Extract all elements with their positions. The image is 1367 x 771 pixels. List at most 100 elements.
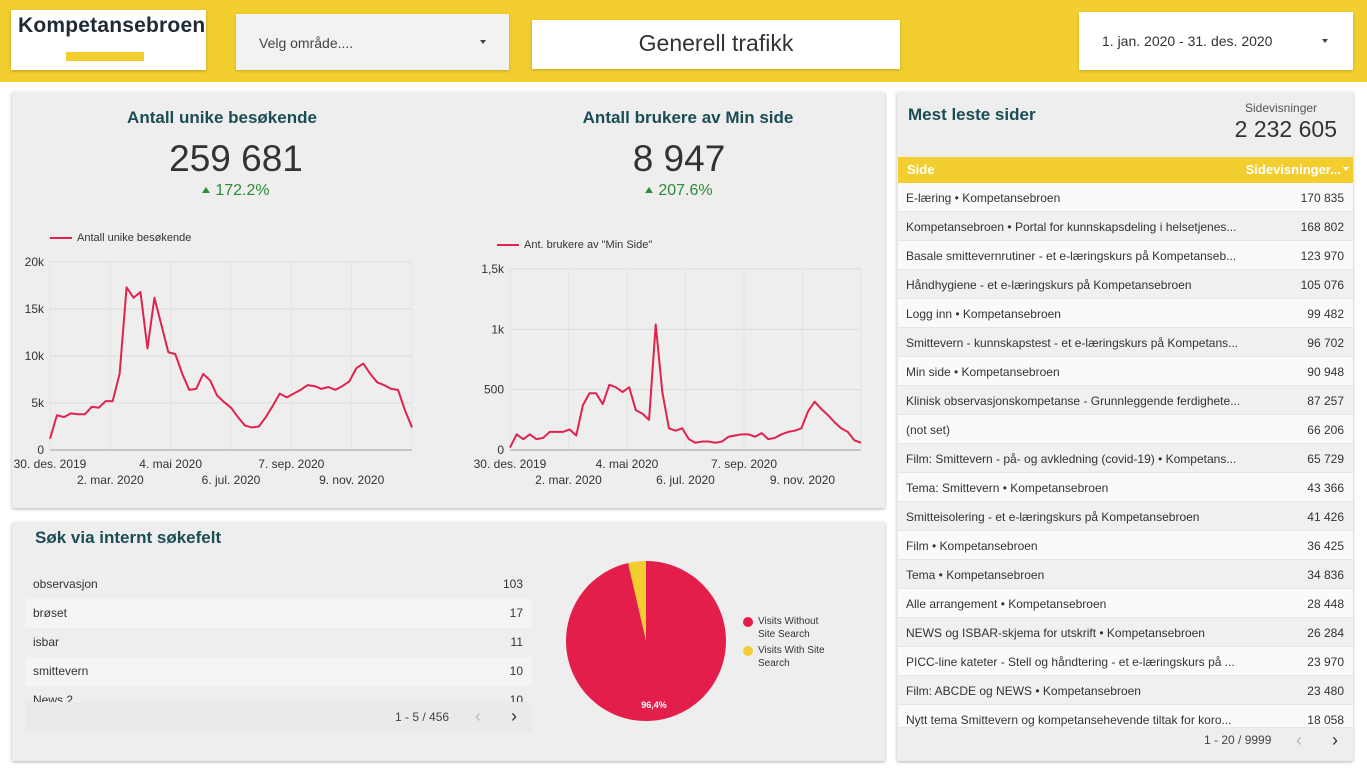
x-tick-label: 6. jul. 2020	[656, 473, 715, 487]
pie-slice[interactable]	[566, 561, 726, 721]
page-views: 43 366	[1307, 481, 1344, 495]
y-tick-label: 15k	[25, 302, 45, 316]
next-page-icon[interactable]: ›	[511, 706, 517, 726]
total-views-label: Sidevisninger	[1245, 101, 1318, 115]
logo[interactable]: Kompetansebroen	[11, 10, 206, 70]
page-name: (not set)	[906, 423, 951, 437]
search-title: Søk via internt søkefelt	[35, 528, 222, 547]
page-views: 41 426	[1307, 510, 1344, 524]
page-views: 18 058	[1307, 713, 1344, 727]
page-views: 168 802	[1300, 220, 1344, 234]
search-row[interactable]: brøset 17	[25, 599, 532, 628]
kpi-change-users-value: 207.6%	[658, 182, 713, 199]
pie-slice-label: 96,4%	[641, 700, 667, 710]
y-tick-label: 500	[484, 383, 504, 397]
y-tick-label: 0	[497, 443, 504, 457]
page-name: Kompetansebroen • Portal for kunnskapsde…	[906, 220, 1237, 234]
area-select-value: Velg område....	[259, 35, 354, 51]
chart2-legend-label: Ant. brukere av "Min Side"	[524, 239, 653, 251]
users-line-chart: 0 500 1k 1,5k 30. des. 2019 4. mai 2020 7. sep…	[474, 262, 862, 487]
table-row[interactable]: (not set) 66 206	[898, 415, 1353, 444]
table-row[interactable]: Film • Kompetansebroen 36 425	[898, 531, 1353, 560]
col-header-views-label: Sidevisninger	[1245, 162, 1331, 177]
table-row[interactable]: Nytt tema Smittevern og kompetansehevend…	[898, 705, 1353, 728]
page-name: Tema • Kompetansebroen	[906, 568, 1045, 582]
report-title-box: Generell trafikk	[532, 20, 900, 69]
table-row[interactable]: E-læring • Kompetansebroen 170 835	[898, 183, 1353, 212]
kpi-value-visitors: 259 681	[169, 138, 303, 179]
table-row[interactable]: Smittevern - kunnskapstest - et e-læring…	[898, 328, 1353, 357]
page-views: 96 702	[1307, 336, 1344, 350]
legend-line-swatch	[497, 244, 519, 247]
col-header-views[interactable]: Sidevisninger...	[1246, 162, 1349, 177]
x-tick-label: 2. mar. 2020	[535, 473, 602, 487]
site-search-pie-chart: 96,4%	[566, 561, 726, 721]
series-line	[509, 323, 862, 449]
table-row[interactable]: Smitteisolering - et e-læringskurs på Ko…	[898, 502, 1353, 531]
visitors-line-chart: 0 5k 10k 15k 20k 30. des. 2019 4. mai 2020 7. s…	[14, 255, 413, 487]
page-name: Film: ABCDE og NEWS • Kompetansebroen	[906, 684, 1141, 698]
y-tick-label: 1k	[491, 322, 505, 336]
search-row[interactable]: isbar 11	[25, 628, 532, 657]
total-views-value: 2 232 605	[1234, 116, 1337, 142]
page-views: 34 836	[1307, 568, 1344, 582]
search-row[interactable]: observasjon 103	[25, 570, 532, 599]
pages-title: Mest leste sider	[908, 105, 1036, 124]
page-name: Logg inn • Kompetansebroen	[906, 307, 1061, 321]
table-row[interactable]: Alle arrangement • Kompetansebroen 28 448	[898, 589, 1353, 618]
table-row[interactable]: Min side • Kompetansebroen 90 948	[898, 357, 1353, 386]
date-range-picker[interactable]: 1. jan. 2020 - 31. des. 2020	[1079, 12, 1353, 70]
kpi-title-visitors: Antall unike besøkende	[127, 108, 317, 127]
header-bar: Kompetansebroen Velg område.... Generell…	[0, 0, 1367, 82]
prev-page-icon[interactable]: ‹	[1296, 730, 1302, 750]
pie-slice[interactable]	[628, 561, 646, 641]
table-row[interactable]: PICC-line kateter - Stell og håndtering …	[898, 647, 1353, 676]
page-name: Basale smittevernrutiner - et e-læringsk…	[906, 249, 1237, 263]
date-range-value: 1. jan. 2020 - 31. des. 2020	[1102, 33, 1273, 49]
page-views: 170 835	[1300, 191, 1344, 205]
page-name: Smittevern - kunnskapstest - et e-læring…	[906, 336, 1239, 350]
search-count: 17	[509, 606, 523, 620]
kpi-change-users: 207.6%	[529, 182, 829, 200]
table-row[interactable]: Film: ABCDE og NEWS • Kompetansebroen 23 …	[898, 676, 1353, 705]
kpi-change-visitors-value: 172.2%	[215, 182, 270, 199]
y-tick-label: 10k	[25, 349, 45, 363]
table-row[interactable]: Tema: Smittevern • Kompetansebroen 43 366	[898, 473, 1353, 502]
page-views: 36 425	[1307, 539, 1344, 553]
page-name: Min side • Kompetansebroen	[906, 365, 1060, 379]
pie-legend-label-2a: Visits With Site	[758, 645, 825, 656]
table-row[interactable]: NEWS og ISBAR-skjema for utskrift • Komp…	[898, 618, 1353, 647]
x-tick-label: 6. jul. 2020	[202, 473, 261, 487]
page-views: 23 970	[1307, 655, 1344, 669]
page-name: Film: Smittevern - på- og avkledning (co…	[906, 452, 1237, 466]
table-row[interactable]: Tema • Kompetansebroen 34 836	[898, 560, 1353, 589]
page-name: PICC-line kateter - Stell og håndtering …	[906, 655, 1235, 669]
table-row[interactable]: Basale smittevernrutiner - et e-læringsk…	[898, 241, 1353, 270]
pie-legend-item-with: Visits With Site Search	[743, 644, 825, 670]
page-views: 23 480	[1307, 684, 1344, 698]
area-select[interactable]: Velg område....	[236, 14, 509, 70]
arrow-up-icon	[645, 187, 654, 193]
pie-legend: Visits Without Site Search Visits With S…	[743, 615, 825, 670]
y-tick-label: 0	[37, 443, 44, 457]
pie-legend-label-1b: Site Search	[758, 629, 810, 640]
page-views: 105 076	[1300, 278, 1344, 292]
sort-caret-icon	[1343, 167, 1349, 171]
search-term: isbar	[33, 635, 60, 649]
y-tick-label: 20k	[25, 255, 45, 269]
table-row[interactable]: Film: Smittevern - på- og avkledning (co…	[898, 444, 1353, 473]
table-row[interactable]: Logg inn • Kompetansebroen 99 482	[898, 299, 1353, 328]
table-row[interactable]: Håndhygiene - et e-læringskurs på Kompet…	[898, 270, 1353, 299]
arrow-up-icon	[202, 187, 211, 193]
table-row[interactable]: Klinisk observasjonskompetanse - Grunnle…	[898, 386, 1353, 415]
legend-dot-yellow	[743, 646, 753, 656]
search-count: 10	[509, 664, 523, 678]
next-page-icon[interactable]: ›	[1332, 730, 1338, 750]
page-views: 87 257	[1307, 394, 1344, 408]
report-title: Generell trafikk	[638, 30, 794, 56]
search-row[interactable]: smittevern 10	[25, 657, 532, 686]
table-row[interactable]: Kompetansebroen • Portal for kunnskapsde…	[898, 212, 1353, 241]
page-name: Alle arrangement • Kompetansebroen	[906, 597, 1107, 611]
prev-page-icon[interactable]: ‹	[475, 706, 481, 726]
col-header-page[interactable]: Side	[907, 162, 935, 177]
